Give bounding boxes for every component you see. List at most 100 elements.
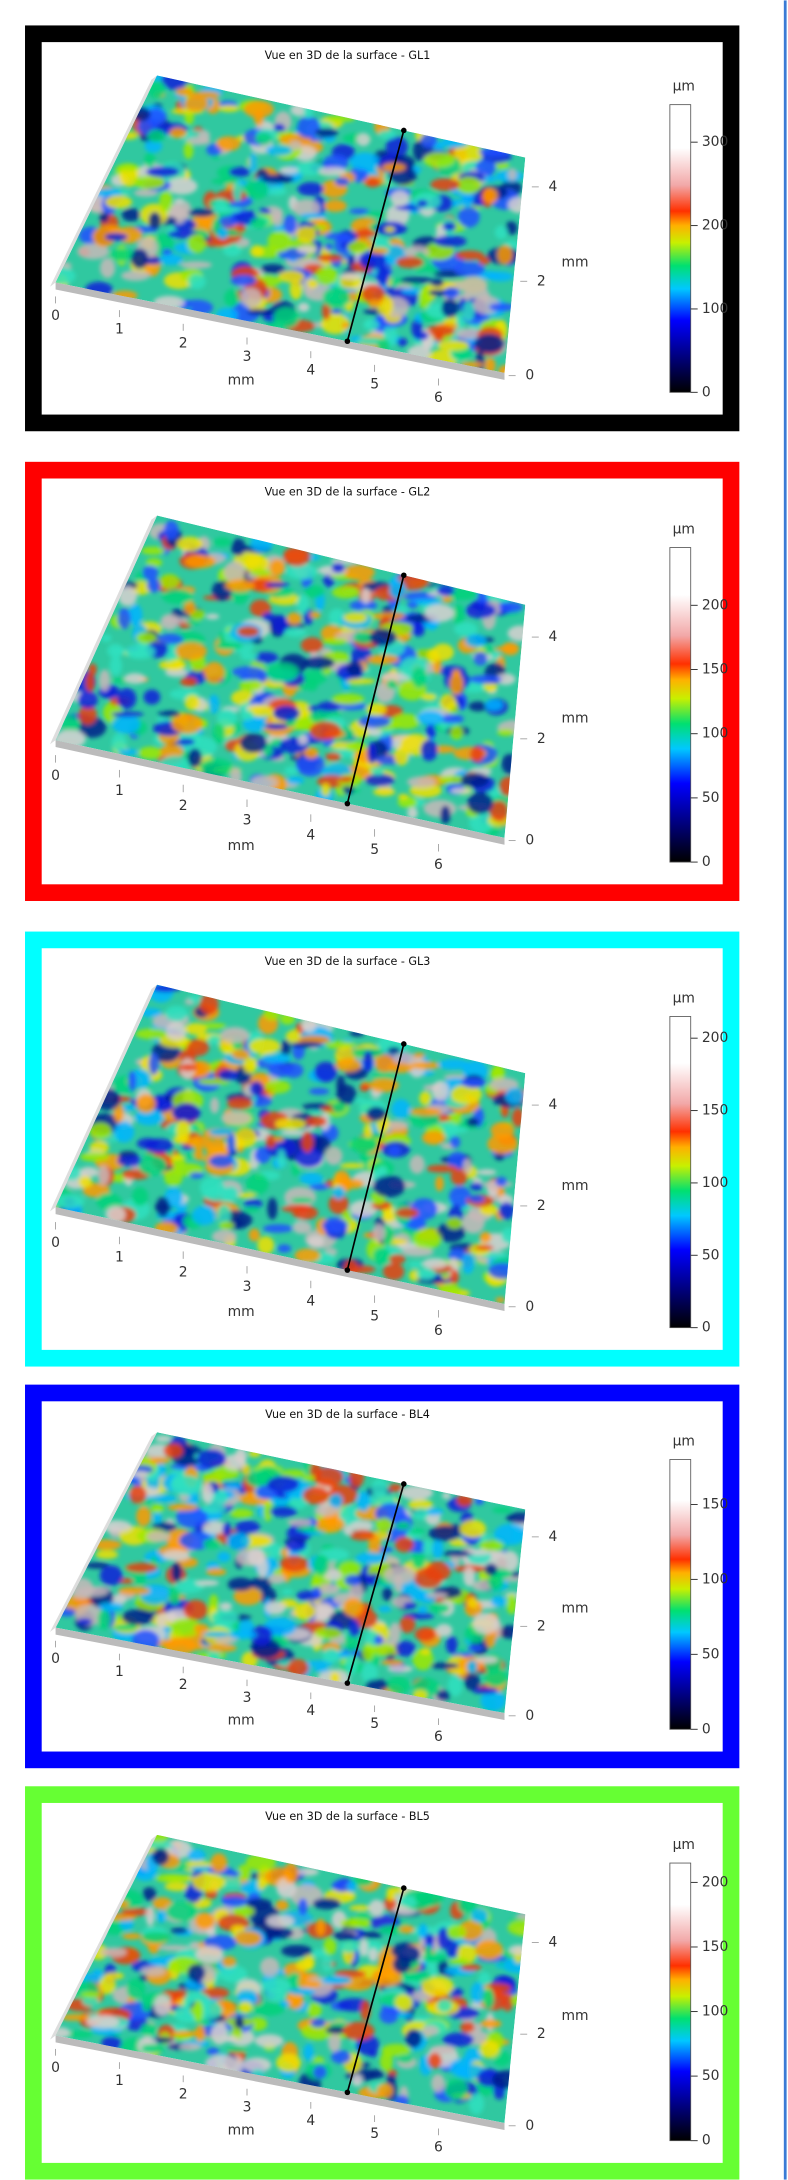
surface-blob bbox=[194, 1148, 204, 1161]
surface-blob bbox=[410, 1108, 442, 1116]
surface-blob bbox=[365, 774, 395, 786]
surface-blob bbox=[400, 1946, 421, 1963]
surface-blob bbox=[240, 653, 258, 661]
surface-blob bbox=[333, 1186, 345, 1199]
panel: Vue en 3D de la surface - GL10123456mm02… bbox=[33, 34, 731, 423]
surface-blob bbox=[125, 1563, 157, 1573]
surface-blob bbox=[128, 604, 142, 626]
surface-blob bbox=[204, 662, 225, 683]
colorbar-tick-label: 200 bbox=[702, 597, 728, 613]
surface-blob bbox=[226, 1483, 242, 1490]
surface-blob bbox=[323, 1938, 336, 1955]
surface-blob bbox=[241, 710, 254, 720]
surface-blob bbox=[289, 140, 301, 150]
surface-blob bbox=[219, 1221, 234, 1229]
surface-blob bbox=[175, 642, 207, 660]
colorbar-tick-label: 100 bbox=[702, 1175, 728, 1191]
surface-blob bbox=[281, 1945, 312, 1957]
colorbar-tick-label: 50 bbox=[702, 2068, 720, 2084]
surface-blob bbox=[417, 1268, 436, 1280]
surface-blob bbox=[217, 709, 237, 727]
surface-blob bbox=[155, 1874, 187, 1883]
surface-blob bbox=[122, 1933, 141, 1939]
surface-blob bbox=[266, 1915, 294, 1928]
surface-blob bbox=[184, 142, 194, 160]
surface-blob bbox=[361, 588, 371, 604]
y-tick-label: 2 bbox=[537, 731, 546, 747]
surface-blob bbox=[469, 675, 501, 684]
surface-blob bbox=[180, 1064, 198, 1071]
surface-blob bbox=[169, 128, 186, 139]
surface-blob bbox=[168, 659, 183, 670]
surface-blob bbox=[185, 1023, 208, 1035]
surface-blob bbox=[472, 1613, 499, 1634]
surface-blob bbox=[244, 180, 269, 199]
surface-blob bbox=[443, 222, 456, 231]
surface-blob bbox=[467, 1660, 477, 1673]
x-tick-label: 3 bbox=[243, 1690, 252, 1706]
surface-blob bbox=[268, 1574, 285, 1584]
profile-end bbox=[345, 1680, 351, 1686]
surface-blob bbox=[201, 1505, 226, 1513]
profile-end bbox=[401, 1041, 407, 1047]
surface-blob bbox=[322, 1976, 352, 1985]
surface-blob bbox=[357, 1491, 371, 1511]
x-tick-label: 2 bbox=[179, 335, 188, 351]
x-tick-label: 1 bbox=[115, 1250, 124, 1266]
surface-blob bbox=[423, 152, 455, 168]
colorbar bbox=[670, 1016, 691, 1327]
surface-blob bbox=[399, 1925, 414, 1933]
surface-blob bbox=[231, 275, 256, 287]
x-tick-label: 3 bbox=[243, 813, 252, 829]
surface-blob bbox=[196, 1946, 224, 1964]
surface-blob bbox=[370, 629, 397, 646]
surface-blob bbox=[424, 1945, 432, 1958]
surface-blob bbox=[285, 627, 307, 637]
colorbar-tick-label: 100 bbox=[702, 726, 728, 742]
surface-blob bbox=[339, 273, 365, 280]
surface-blob bbox=[316, 1919, 325, 1936]
x-tick-label: 4 bbox=[306, 1294, 315, 1310]
surface-blob bbox=[380, 2051, 393, 2071]
surface-blob bbox=[197, 1449, 226, 1468]
panel-title: Vue en 3D de la surface - GL1 bbox=[265, 49, 431, 62]
surface-blob bbox=[160, 574, 180, 589]
surface-blob bbox=[202, 1472, 225, 1483]
surface-blob bbox=[265, 582, 289, 588]
surface-blob bbox=[288, 1988, 315, 1995]
x-tick-label: 0 bbox=[51, 1651, 60, 1667]
surface-blob bbox=[141, 2023, 157, 2036]
surface-blob bbox=[100, 258, 115, 278]
surface-blob bbox=[335, 177, 349, 185]
surface-blob bbox=[350, 1521, 373, 1531]
surface-blob bbox=[359, 1084, 370, 1092]
surface-blob bbox=[237, 626, 259, 637]
surface-blob bbox=[99, 670, 111, 692]
colorbar-label: µm bbox=[673, 79, 695, 95]
surface-blob bbox=[80, 1152, 109, 1161]
panel: Vue en 3D de la surface - BL50123456mm02… bbox=[33, 1795, 731, 2172]
y-tick-label: 2 bbox=[537, 1618, 546, 1634]
surface-blob bbox=[413, 331, 428, 340]
surface-blob bbox=[477, 1169, 496, 1175]
surface-blob bbox=[332, 694, 364, 705]
x-tick-label: 4 bbox=[306, 1703, 315, 1719]
surface-blob bbox=[255, 133, 272, 145]
surface-blob bbox=[240, 288, 261, 308]
surface-blob bbox=[346, 741, 367, 752]
surface-blob bbox=[171, 1562, 182, 1582]
y-tick-label: 4 bbox=[548, 629, 557, 645]
surface-blob bbox=[332, 586, 360, 598]
surface-blob bbox=[230, 1509, 253, 1519]
surface-blob bbox=[159, 190, 172, 212]
surface-blob bbox=[447, 1217, 463, 1229]
surface-blob bbox=[383, 1263, 404, 1280]
surface-blob bbox=[392, 1099, 411, 1118]
surface-blob bbox=[234, 2017, 244, 2029]
colorbar-tick-label: 150 bbox=[702, 1939, 728, 1955]
surface-blob bbox=[174, 198, 185, 204]
surface-blob bbox=[474, 1656, 498, 1663]
surface-blob bbox=[350, 1530, 375, 1541]
surface-blob bbox=[273, 1136, 284, 1142]
surface-blob bbox=[263, 1224, 293, 1233]
